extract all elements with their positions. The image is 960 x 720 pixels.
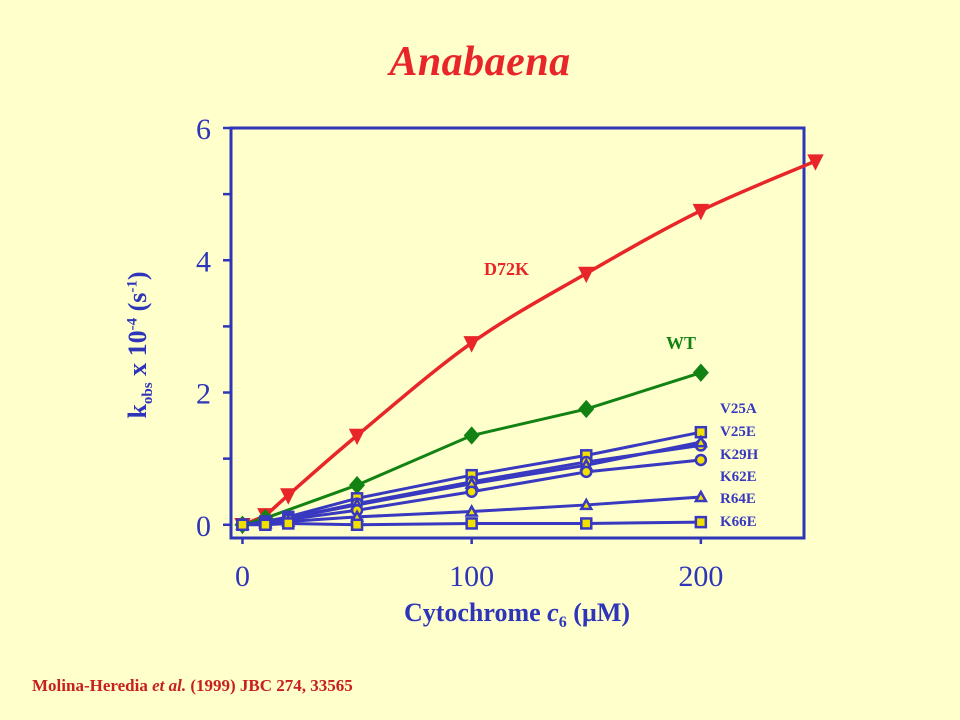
- plot-frame: [229, 126, 806, 540]
- point-d72k: [463, 336, 480, 353]
- point-k29h: [693, 434, 708, 448]
- point-r64e: [579, 497, 594, 511]
- point-d72k: [280, 488, 297, 505]
- series-label-v25e: V25E: [720, 424, 756, 440]
- point-k66e: [236, 518, 249, 532]
- point-k62e: [694, 453, 708, 467]
- point-d72k: [807, 154, 824, 171]
- y-tick-label: 6: [196, 113, 211, 146]
- point-wt: [578, 399, 595, 419]
- series-label-v25a: V25A: [720, 401, 757, 417]
- series-label-r64e: R64E: [720, 491, 756, 507]
- point-k66e: [350, 518, 364, 532]
- series-label-d72k: D72K: [484, 259, 529, 279]
- point-k66e: [282, 517, 295, 530]
- series-label-wt: WT: [666, 333, 696, 353]
- point-r64e: [693, 489, 708, 503]
- point-wt: [692, 363, 709, 382]
- y-tick-label: 4: [196, 245, 211, 278]
- y-tick-label: 2: [196, 378, 211, 411]
- point-k62e: [580, 465, 593, 479]
- point-k66e: [694, 515, 708, 529]
- y-tick-label: 0: [196, 510, 211, 543]
- point-d72k: [692, 203, 710, 221]
- point-wt: [463, 426, 480, 445]
- x-axis-label: Cytochrome c6 (µM): [403, 598, 631, 632]
- x-tick-label: 200: [678, 560, 723, 593]
- series-label-k29h: K29H: [720, 447, 759, 463]
- x-tick-label: 0: [235, 560, 250, 593]
- chart-title: Anabaena: [389, 39, 571, 85]
- point-d72k: [578, 266, 595, 284]
- series-label-k62e: K62E: [720, 469, 757, 485]
- point-r64e: [464, 503, 479, 517]
- point-k62e: [465, 485, 478, 498]
- citation: Molina-Heredia et al. (1999) JBC 274, 33…: [32, 676, 353, 695]
- point-wt: [349, 475, 366, 495]
- series-label-k66e: K66E: [720, 514, 757, 530]
- point-k66e: [259, 518, 272, 532]
- point-k66e: [580, 517, 593, 530]
- point-k66e: [465, 517, 478, 530]
- x-tick-label: 100: [449, 560, 494, 593]
- point-d72k: [348, 428, 366, 446]
